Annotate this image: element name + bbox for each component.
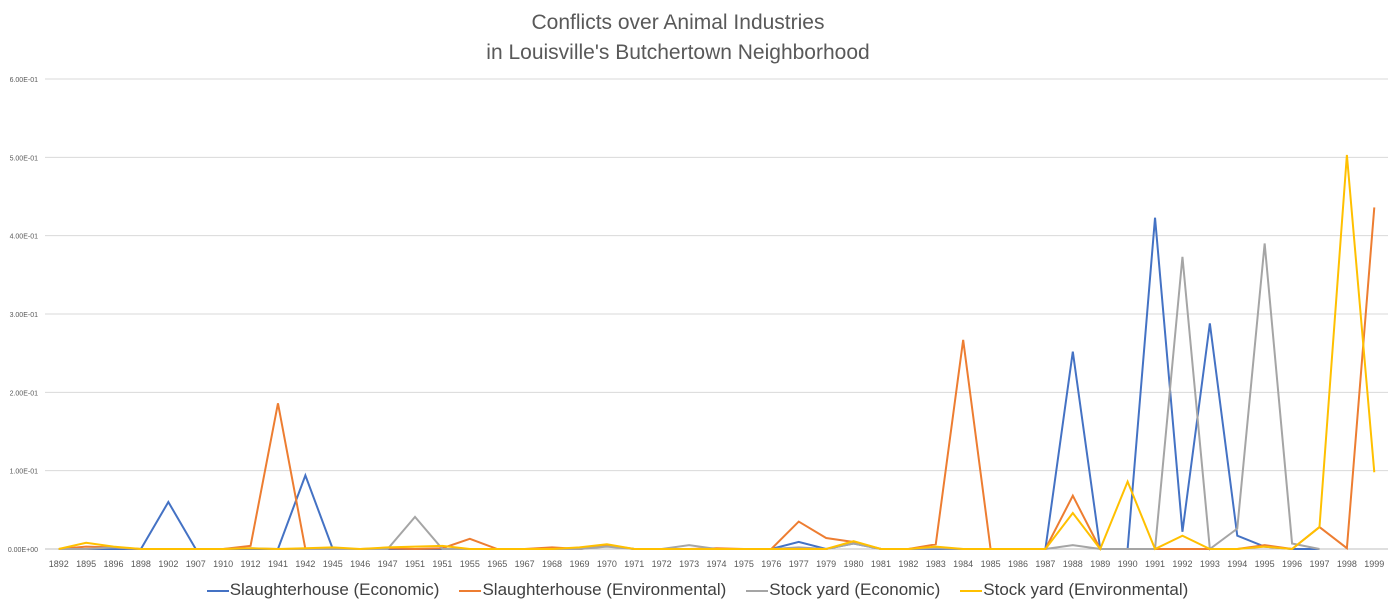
- x-tick-label: 1977: [789, 559, 809, 569]
- legend-label: Slaughterhouse (Environmental): [482, 580, 727, 599]
- x-tick-label: 1912: [241, 559, 261, 569]
- x-tick-label: 1985: [981, 559, 1001, 569]
- y-tick-label: 0.00E+00: [8, 547, 38, 554]
- series-line-4: [58, 154, 1376, 552]
- x-tick-label: 1991: [1145, 559, 1165, 569]
- x-tick-label: 1902: [158, 559, 178, 569]
- x-tick-label: 1947: [378, 559, 398, 569]
- x-tick-label: 1969: [569, 559, 589, 569]
- y-tick-label: 4.00E-01: [10, 234, 39, 241]
- legend-label: Stock yard (Environmental): [983, 580, 1189, 599]
- series-line-1: [58, 217, 1320, 551]
- x-tick-label: 1951: [405, 559, 425, 569]
- y-tick-label: 5.00E-01: [10, 155, 39, 162]
- x-tick-label: 1976: [761, 559, 781, 569]
- x-tick-label: 1988: [1063, 559, 1083, 569]
- x-tick-label: 1971: [624, 559, 644, 569]
- x-tick-label: 1983: [926, 559, 946, 569]
- legend-swatch: [746, 589, 769, 592]
- x-tick-label: 1951: [432, 559, 452, 569]
- x-tick-label: 1955: [460, 559, 480, 569]
- x-tick-label: 1942: [295, 559, 315, 569]
- legend-item-4: Stock yard (Environmental): [960, 580, 1188, 600]
- x-tick-label: 1998: [1337, 559, 1357, 569]
- x-tick-label: 1981: [871, 559, 891, 569]
- x-tick-label: 1898: [131, 559, 151, 569]
- x-tick-label: 1987: [1035, 559, 1055, 569]
- chart-title: Conflicts over Animal Industries: [531, 11, 825, 34]
- x-tick-label: 1970: [597, 559, 617, 569]
- x-tick-label: 1946: [350, 559, 370, 569]
- x-tick-label: 1972: [652, 559, 672, 569]
- x-tick-label: 1984: [953, 559, 973, 569]
- legend-label: Slaughterhouse (Economic): [229, 580, 440, 599]
- x-tick-label: 1973: [679, 559, 699, 569]
- x-tick-label: 1996: [1282, 559, 1302, 569]
- y-tick-label: 2.00E-01: [10, 390, 39, 397]
- legend-item-1: Slaughterhouse (Economic): [206, 580, 440, 600]
- legend-item-3: Stock yard (Economic): [746, 580, 940, 600]
- x-tick-label: 1994: [1227, 559, 1247, 569]
- chart-legend: Slaughterhouse (Economic) Slaughterhouse …: [0, 580, 1395, 600]
- x-tick-label: 1910: [213, 559, 233, 569]
- legend-swatch: [960, 589, 983, 592]
- x-tick-label: 1895: [76, 559, 96, 569]
- series-line-3: [58, 243, 1320, 551]
- x-tick-label: 1980: [844, 559, 864, 569]
- x-tick-label: 1896: [104, 559, 124, 569]
- x-tick-label: 1979: [816, 559, 836, 569]
- legend-label: Stock yard (Economic): [769, 580, 941, 599]
- y-tick-label: 1.00E-01: [10, 469, 39, 476]
- series-line-2: [58, 207, 1376, 551]
- x-tick-label: 1990: [1118, 559, 1138, 569]
- x-tick-label: 1968: [542, 559, 562, 569]
- y-tick-label: 6.00E-01: [10, 77, 39, 84]
- legend-swatch: [459, 589, 482, 592]
- x-tick-label: 1967: [515, 559, 535, 569]
- y-tick-label: 3.00E-01: [10, 312, 39, 319]
- x-tick-label: 1907: [186, 559, 206, 569]
- x-tick-label: 1997: [1309, 559, 1329, 569]
- x-tick-label: 1974: [706, 559, 726, 569]
- legend-swatch: [206, 589, 229, 592]
- line-chart: 0.00E+00 1.00E-01 2.00E-01 3.00E-01 4.00E-01…: [8, 77, 1388, 569]
- x-tick-label: 1993: [1200, 559, 1220, 569]
- x-tick-label: 1989: [1090, 559, 1110, 569]
- x-tick-label: 1975: [734, 559, 754, 569]
- x-tick-label: 1892: [49, 559, 69, 569]
- x-tick-label: 1992: [1172, 559, 1192, 569]
- x-tick-label: 1986: [1008, 559, 1028, 569]
- x-tick-label: 1941: [268, 559, 288, 569]
- x-tick-label: 1995: [1255, 559, 1275, 569]
- chart-title-block: Conflicts over Animal Industries in Loui…: [0, 8, 1356, 68]
- legend-item-2: Slaughterhouse (Environmental): [459, 580, 726, 600]
- x-tick-label: 1965: [487, 559, 507, 569]
- x-tick-label: 1945: [323, 559, 343, 569]
- x-tick-label: 1982: [898, 559, 918, 569]
- chart-subtitle: in Louisville's Butchertown Neighborhood: [486, 41, 870, 64]
- x-tick-label: 1999: [1364, 559, 1384, 569]
